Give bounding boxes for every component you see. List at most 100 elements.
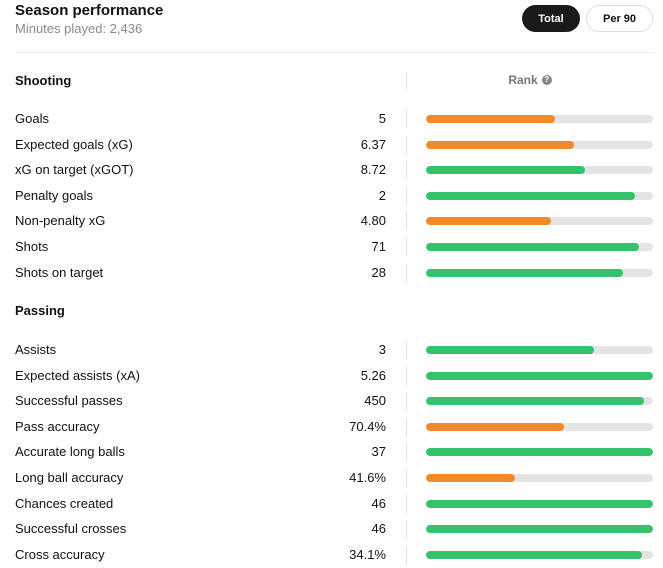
- row-separator: [406, 367, 407, 385]
- rank-bar-track: [426, 115, 653, 123]
- stat-row: Long ball accuracy 41.6%: [0, 469, 663, 487]
- rank-bar-fill: [426, 269, 623, 277]
- rank-bar-track: [426, 525, 653, 533]
- rank-bar-track: [426, 141, 653, 149]
- stat-row: Expected goals (xG) 6.37: [0, 136, 663, 154]
- stat-row: Shots on target 28: [0, 264, 663, 282]
- stat-value: 41.6%: [349, 470, 386, 485]
- stat-row: Goals 5: [0, 110, 663, 128]
- rank-bar-track: [426, 243, 653, 251]
- row-separator: [406, 418, 407, 436]
- rank-column-header: Rank ?: [407, 73, 653, 87]
- stat-label: Non-penalty xG: [15, 213, 106, 228]
- row-separator: [406, 161, 407, 179]
- rank-bar-fill: [426, 551, 642, 559]
- page-title: Season performance: [15, 2, 164, 19]
- stat-label: Assists: [15, 342, 57, 357]
- stat-value: 450: [364, 393, 386, 408]
- rank-bar-track: [426, 474, 653, 482]
- stat-label: Shots: [15, 239, 49, 254]
- rank-label: Rank: [508, 73, 538, 87]
- stat-value: 4.80: [360, 213, 386, 228]
- rank-bar-fill: [426, 243, 639, 251]
- stat-label: Goals: [15, 111, 49, 126]
- row-separator: [406, 495, 407, 513]
- row-separator: [406, 546, 407, 564]
- stat-value: 3: [378, 342, 386, 357]
- total-toggle-button[interactable]: Total: [522, 5, 580, 32]
- rank-bar-fill: [426, 423, 564, 431]
- rank-bar-fill: [426, 500, 653, 508]
- stat-label: Expected goals (xG): [15, 137, 133, 152]
- stat-row: Successful crosses 46: [0, 520, 663, 538]
- stat-label: Shots on target: [15, 265, 104, 280]
- row-separator: [406, 341, 407, 359]
- rank-bar-fill: [426, 474, 515, 482]
- stat-label: Penalty goals: [15, 188, 94, 203]
- rank-bar-track: [426, 217, 653, 225]
- stat-value: 28: [371, 265, 386, 280]
- stat-row: Cross accuracy 34.1%: [0, 546, 663, 564]
- stat-value: 8.72: [360, 162, 386, 177]
- rank-bar-track: [426, 269, 653, 277]
- row-separator: [406, 264, 407, 282]
- rank-bar-track: [426, 448, 653, 456]
- stat-value: 46: [371, 521, 386, 536]
- rank-bar-fill: [426, 346, 594, 354]
- rank-bar-fill: [426, 525, 653, 533]
- stat-label: Cross accuracy: [15, 547, 105, 562]
- rank-bar-track: [426, 423, 653, 431]
- row-separator: [406, 110, 407, 128]
- stat-value: 34.1%: [349, 547, 386, 562]
- stat-row: xG on target (xGOT) 8.72: [0, 161, 663, 179]
- rank-bar-track: [426, 192, 653, 200]
- rank-bar-fill: [426, 166, 585, 174]
- stat-value: 70.4%: [349, 419, 386, 434]
- row-separator: [406, 392, 407, 410]
- stat-row: Successful passes 450: [0, 392, 663, 410]
- rank-bar-track: [426, 500, 653, 508]
- stat-label: Long ball accuracy: [15, 470, 124, 485]
- stat-label: Successful passes: [15, 393, 123, 408]
- rank-bar-fill: [426, 397, 644, 405]
- rank-bar-track: [426, 397, 653, 405]
- rank-bar-fill: [426, 192, 635, 200]
- section-title-shooting: Shooting: [15, 73, 72, 88]
- stat-row: Pass accuracy 70.4%: [0, 418, 663, 436]
- stat-label: Successful crosses: [15, 521, 127, 536]
- rank-bar-fill: [426, 115, 555, 123]
- section-title-passing: Passing: [15, 303, 65, 318]
- row-separator: [406, 520, 407, 538]
- stat-row: Non-penalty xG 4.80: [0, 212, 663, 230]
- header-divider: [15, 52, 655, 53]
- stat-value: 46: [371, 496, 386, 511]
- stat-value: 2: [378, 188, 386, 203]
- stat-label: Chances created: [15, 496, 114, 511]
- minutes-played: Minutes played: 2,436: [15, 21, 143, 36]
- rank-bar-fill: [426, 448, 653, 456]
- stat-row: Shots 71: [0, 238, 663, 256]
- stat-label: Expected assists (xA): [15, 368, 140, 383]
- per90-toggle-button[interactable]: Per 90: [586, 5, 653, 32]
- row-separator: [406, 443, 407, 461]
- stat-row: Accurate long balls 37: [0, 443, 663, 461]
- stat-row: Penalty goals 2: [0, 187, 663, 205]
- stat-row: Assists 3: [0, 341, 663, 359]
- row-separator: [406, 136, 407, 154]
- rank-bar-track: [426, 372, 653, 380]
- rank-bar-track: [426, 346, 653, 354]
- rank-bar-track: [426, 166, 653, 174]
- rank-bar-fill: [426, 141, 574, 149]
- row-separator: [406, 187, 407, 205]
- stat-label: xG on target (xGOT): [15, 162, 134, 177]
- stat-value: 71: [371, 239, 386, 254]
- header: Season performance Minutes played: 2,436: [15, 2, 163, 37]
- stat-row: Expected assists (xA) 5.26: [0, 367, 663, 385]
- stat-row: Chances created 46: [0, 495, 663, 513]
- row-separator: [406, 469, 407, 487]
- stat-label: Pass accuracy: [15, 419, 100, 434]
- stat-value: 5.26: [360, 368, 386, 383]
- info-icon[interactable]: ?: [541, 75, 552, 85]
- row-separator: [406, 212, 407, 230]
- stat-label: Accurate long balls: [15, 444, 125, 459]
